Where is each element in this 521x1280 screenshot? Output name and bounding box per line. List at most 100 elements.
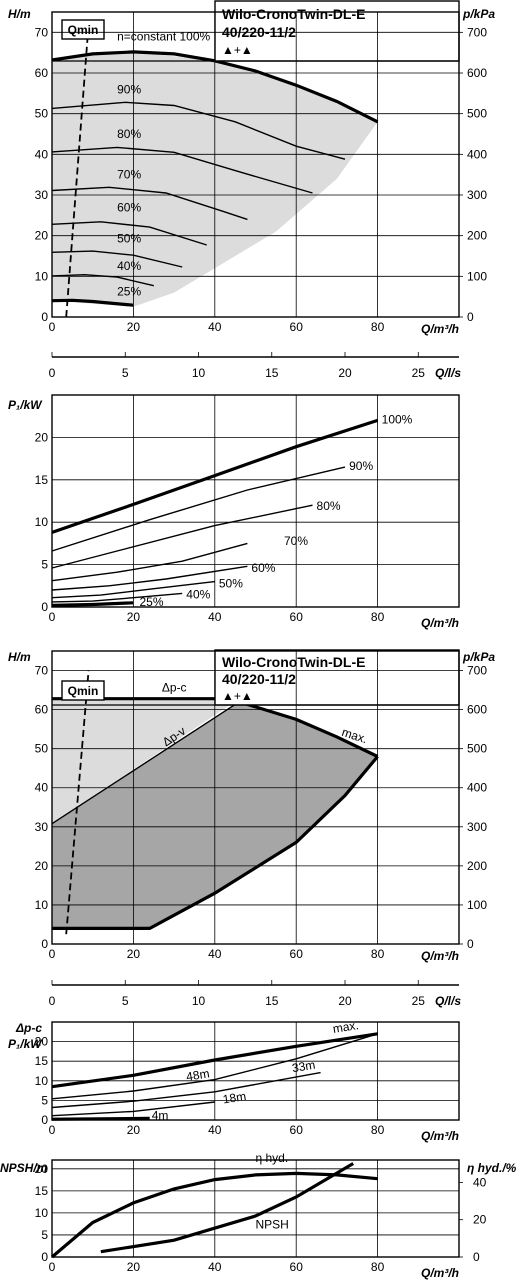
npsh-eta-x-axis-label: Q/m³/h [421,1266,459,1280]
q-ls-axis-tick-label: 0 [49,366,56,380]
p1-speeds-series-7 [51,601,134,607]
p1-speeds-x-tick-label: 0 [49,610,56,624]
hq-modes-y2-tick-label: 500 [467,742,487,756]
hq-speeds-y-axis-label: H/m [8,7,31,21]
p1-speeds-series-4 [51,565,248,591]
p1-modes-series-label: 18m [222,1089,247,1106]
p1-speeds-series-1 [51,466,346,552]
hq-speeds-chart: n=constant 100% 90% 80% 70% 60% 50% 40% 25% Qmin… [51,0,460,318]
hq-modes-y-tick-label: 40 [35,781,49,795]
p1-speeds-y-tick-label: 10 [35,515,49,529]
hq-speeds-y-tick-label: 40 [35,147,49,161]
p1-speeds-x-tick-label: 60 [290,610,304,624]
npsh-eta-y2-axis-label: η hyd./% [467,1161,517,1175]
p1-speeds-series-6 [51,592,183,603]
npsh-eta-x-tick-label: 0 [49,1260,56,1274]
q-ls-axis-tick-label: 20 [338,366,352,380]
q-ls-axis-2-tick-label: 10 [192,994,206,1008]
p1-speeds-y-axis-label: P₁/kW [8,398,43,412]
hq-modes-series-2 [238,700,379,758]
p1-speeds-x-tick-label: 40 [208,610,222,624]
hq-modes-x-tick-label: 0 [49,947,56,961]
npsh-eta-series-label: η hyd. [256,1151,289,1165]
hq-speeds-series-label: 60% [117,200,141,214]
npsh-eta-series-0 [50,1171,378,1259]
p1-speeds-y-tick-label: 15 [35,473,49,487]
p1-modes-series-label: max. [332,1018,360,1036]
q-ls-axis-2-chart: 0 5 10 15 20 25 Q/l/s [49,980,461,1008]
hq-modes-y2-tick-label: 600 [467,703,487,717]
hq-modes-y2-tick-label: 0 [467,937,474,951]
p1-speeds-series-5 [51,580,215,599]
hq-speeds-x-tick-label: 60 [290,320,304,334]
hq-modes-y2-axis-label: p/kPa [462,650,495,664]
p1-speeds-y-tick-label: 20 [35,430,49,444]
p1-speeds-series-3 [51,542,248,582]
p1-speeds-series-label: 90% [349,459,373,473]
p1-modes-series-2 [51,1071,321,1109]
q-ls-axis-2-tick-label: 20 [338,994,352,1008]
hq-speeds-series-label: 70% [117,168,141,182]
hq-modes-x-tick-label: 20 [127,947,141,961]
hq-speeds-y-tick-label: 60 [35,66,49,80]
hq-speeds-y2-tick-label: 0 [467,310,474,324]
hq-modes-y-tick-label: 30 [35,820,49,834]
hq-speeds-y2-tick-label: 200 [467,229,487,243]
hq-speeds-y2-axis-label: p/kPa [462,7,495,21]
qmin-box-frame [61,19,105,40]
product-model: 40/220-11/2 [222,671,296,687]
hq-speeds-y-tick-label: 70 [35,25,49,39]
npsh-eta-plot-frame [51,1159,460,1258]
hq-modes-plot-frame [51,650,460,945]
hq-speeds-series-label: 50% [117,232,141,246]
p1-modes-series-1 [51,1033,378,1100]
product-title-box: Wilo-CronoTwin-DL-E40/220-11/2▲+▲ [214,649,460,706]
hq-speeds-y2-tick-label: 600 [467,66,487,80]
p1-modes-y-tick-label: 15 [35,1054,49,1068]
hq-modes-series-1 [51,701,240,825]
npsh-eta-x-tick-label: 20 [127,1260,141,1274]
q-ls-axis-tick-label: 25 [412,366,426,380]
npsh-eta-x-tick-label: 40 [208,1260,222,1274]
hq-speeds-x-axis-label: Q/m³/h [421,322,459,336]
hq-modes-y2-tick-label: 400 [467,781,487,795]
hq-modes-y-tick-label: 50 [35,742,49,756]
hq-speeds-series-7 [51,298,134,307]
hq-speeds-y2-tick-label: 400 [467,147,487,161]
p1-modes-series-4 [51,1116,150,1121]
p1-modes-plot-frame [51,1021,460,1121]
p1-modes-x-tick-label: 40 [208,1123,222,1137]
npsh-eta-y2-tick-label: 0 [473,1250,480,1264]
hq-modes-x-tick-label: 60 [290,947,304,961]
hq-speeds-x-tick-label: 40 [208,320,222,334]
qmin-label: Qmin [68,684,99,698]
npsh-eta-y-axis-label: NPSH/m [0,1161,48,1175]
q-ls-axis-tick-label: 5 [122,366,129,380]
npsh-eta-chart: 0 20 40 60 80 0 5 10 15 20 Q/m³/h NPSH/m η hyd./% 0 20… [0,1151,517,1280]
hq-speeds-chart: 0 20 40 60 80 0 10 20 30 40 50 60 70 Q/m³/h H/m p/kPa 0 1… [8,7,495,336]
hq-speeds-y2-tick-label: 500 [467,107,487,121]
p1-speeds-series-label: 80% [317,499,341,513]
q-ls-axis-chart: 0 5 10 15 20 25 Q/l/s [49,352,461,380]
npsh-eta-series-1 [100,1162,355,1254]
qmin-dashed-line [65,670,90,935]
p1-modes-x-tick-label: 0 [49,1123,56,1137]
p1-modes-series-0 [51,1032,378,1089]
hq-speeds-y-tick-label: 20 [35,229,49,243]
hq-modes-y2-tick-label: 100 [467,898,487,912]
hq-modes-x-tick-label: 80 [371,947,385,961]
npsh-eta-y-tick-label: 5 [41,1228,48,1242]
product-title-box: Wilo-CronoTwin-DL-E40/220-11/2▲+▲ [214,0,460,62]
qmin-label-box: Qmin [61,19,105,40]
p1-modes-x-tick-label: 80 [371,1123,385,1137]
hq-modes-y-tick-label: 20 [35,859,49,873]
hq-speeds-series-label: 40% [117,259,141,273]
npsh-eta-y-tick-label: 10 [35,1206,49,1220]
p1-speeds-series-label: 100% [382,413,413,427]
npsh-eta-x-tick-label: 60 [290,1260,304,1274]
twin-mode-symbol: ▲+▲ [222,689,253,703]
hq-speeds-series-5 [51,250,183,268]
hq-modes-series-label: Δp-c [162,681,187,695]
qmin-label-box: Qmin [61,680,105,701]
